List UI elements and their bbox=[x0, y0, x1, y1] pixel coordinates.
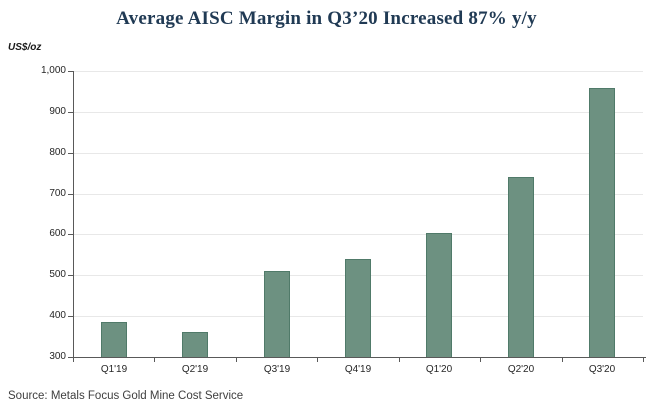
bar bbox=[345, 259, 371, 357]
x-axis-tick bbox=[399, 358, 400, 362]
source-caption: Source: Metals Focus Gold Mine Cost Serv… bbox=[8, 390, 244, 402]
y-axis-tick-label: 500 bbox=[49, 269, 66, 280]
x-axis-tick-label: Q1'19 bbox=[100, 364, 128, 375]
x-axis-tick-label: Q2'19 bbox=[181, 364, 209, 375]
x-axis-tick-label: Q3'19 bbox=[263, 364, 291, 375]
bar bbox=[508, 177, 534, 357]
gridline bbox=[73, 194, 643, 195]
x-axis-tick bbox=[154, 358, 155, 362]
bar bbox=[264, 271, 290, 357]
y-axis-tick bbox=[68, 234, 73, 235]
chart-title: Average AISC Margin in Q3’20 Increased 8… bbox=[116, 8, 537, 29]
x-axis-tick bbox=[480, 358, 481, 362]
y-axis-tick bbox=[68, 194, 73, 195]
y-axis-tick bbox=[68, 275, 73, 276]
y-axis-tick-label: 800 bbox=[49, 147, 66, 158]
y-axis-tick bbox=[68, 357, 73, 358]
y-axis-tick-label: 400 bbox=[49, 310, 66, 321]
x-axis-tick-label: Q4'19 bbox=[344, 364, 372, 375]
y-axis-tick bbox=[68, 112, 73, 113]
gridline bbox=[73, 234, 643, 235]
x-axis-tick-label: Q2'20 bbox=[507, 364, 535, 375]
x-axis-tick-label: Q1'20 bbox=[425, 364, 453, 375]
gridline bbox=[73, 153, 643, 154]
x-axis-tick bbox=[643, 358, 644, 362]
y-axis-tick bbox=[68, 71, 73, 72]
x-axis-line bbox=[73, 357, 646, 358]
y-axis-tick bbox=[68, 316, 73, 317]
y-axis-tick-label: 700 bbox=[49, 188, 66, 199]
y-axis-tick bbox=[68, 153, 73, 154]
y-axis-tick-label: 1,000 bbox=[40, 65, 66, 76]
y-axis-units-label: US$/oz bbox=[8, 42, 42, 53]
x-axis-tick bbox=[562, 358, 563, 362]
y-axis-tick-label: 600 bbox=[49, 228, 66, 239]
y-axis-tick-label: 900 bbox=[49, 106, 66, 117]
x-axis-tick bbox=[317, 358, 318, 362]
bar bbox=[182, 332, 208, 357]
x-axis-tick bbox=[236, 358, 237, 362]
bar bbox=[589, 88, 615, 357]
gridline bbox=[73, 112, 643, 113]
bar bbox=[101, 322, 127, 357]
x-axis-tick bbox=[73, 358, 74, 362]
y-axis-line bbox=[73, 71, 74, 357]
bar bbox=[426, 233, 452, 357]
gridline bbox=[73, 71, 643, 72]
x-axis-tick-label: Q3'20 bbox=[588, 364, 616, 375]
y-axis-tick-label: 300 bbox=[49, 351, 66, 362]
